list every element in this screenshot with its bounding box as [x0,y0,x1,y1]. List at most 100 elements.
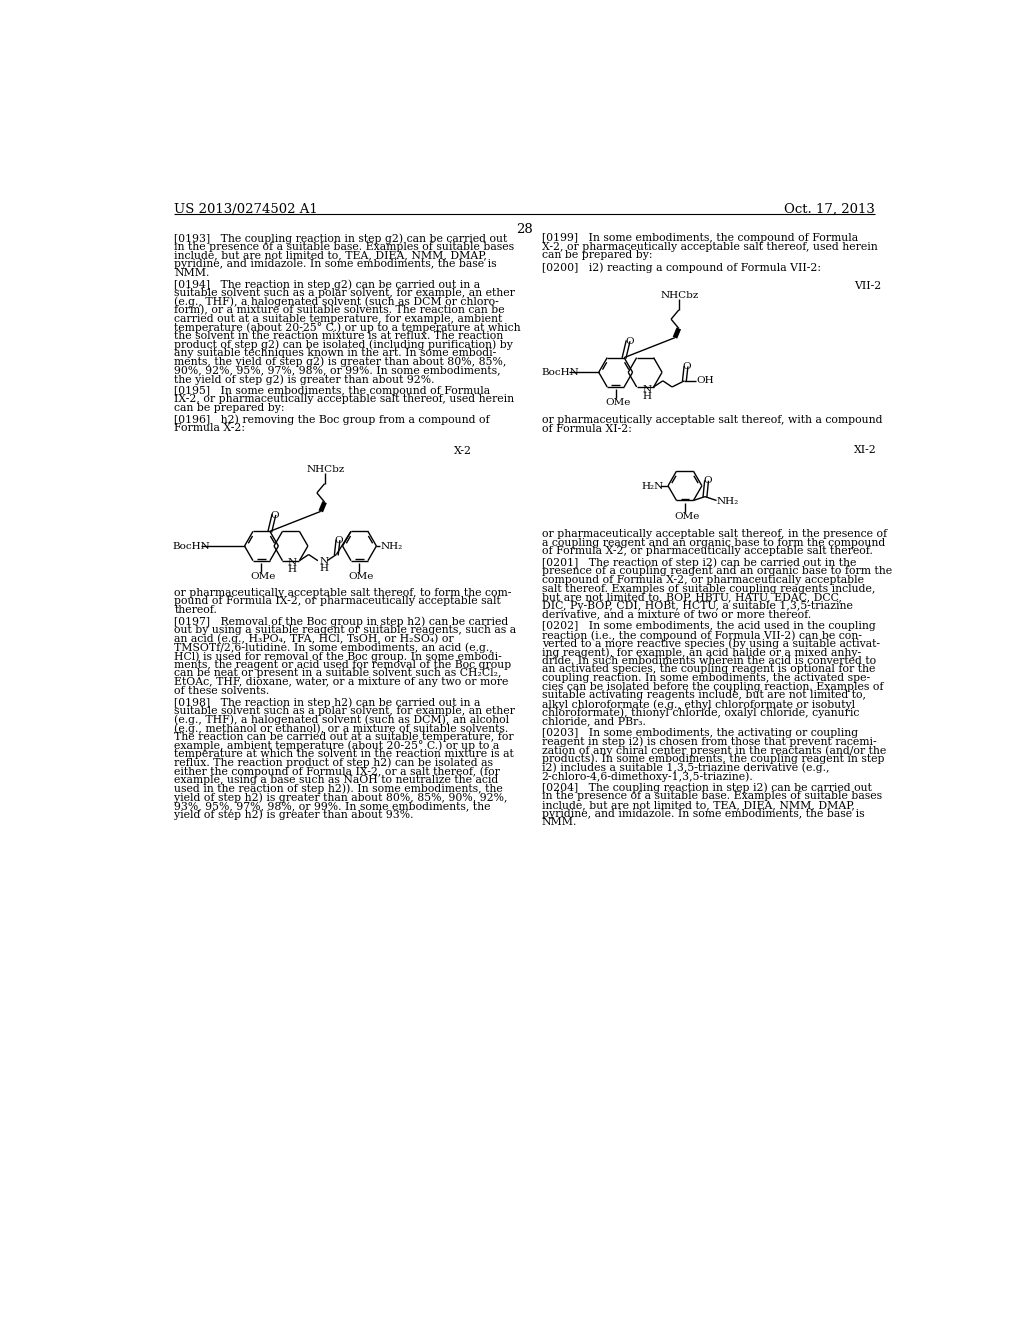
Text: derivative, and a mixture of two or more thereof.: derivative, and a mixture of two or more… [542,610,811,619]
Text: [0204]   The coupling reaction in step i2) can be carried out: [0204] The coupling reaction in step i2)… [542,783,871,793]
Text: form), or a mixture of suitable solvents. The reaction can be: form), or a mixture of suitable solvents… [174,305,505,315]
Text: an activated species, the coupling reagent is optional for the: an activated species, the coupling reage… [542,664,876,675]
Text: OMe: OMe [605,399,630,408]
Text: verted to a more reactive species (by using a suitable activat-: verted to a more reactive species (by us… [542,639,880,649]
Text: [0196]   h2) removing the Boc group from a compound of: [0196] h2) removing the Boc group from a… [174,414,490,425]
Text: used in the reaction of step h2)). In some embodiments, the: used in the reaction of step h2)). In so… [174,784,503,795]
Text: H: H [642,392,651,400]
Text: salt thereof. Examples of suitable coupling reagents include,: salt thereof. Examples of suitable coupl… [542,583,876,594]
Text: X-2, or pharmaceutically acceptable salt thereof, used herein: X-2, or pharmaceutically acceptable salt… [542,242,878,252]
Text: OMe: OMe [674,512,699,521]
Text: of Formula XI-2:: of Formula XI-2: [542,424,632,434]
Text: in the presence of a suitable base. Examples of suitable bases: in the presence of a suitable base. Exam… [174,242,515,252]
Text: or pharmaceutically acceptable salt thereof, to form the com-: or pharmaceutically acceptable salt ther… [174,587,512,598]
Text: [0199]   In some embodiments, the compound of Formula: [0199] In some embodiments, the compound… [542,234,858,243]
Text: pyridine, and imidazole. In some embodiments, the base is: pyridine, and imidazole. In some embodim… [542,809,864,818]
Text: reagent in step i2) is chosen from those that prevent racemi-: reagent in step i2) is chosen from those… [542,737,877,747]
Text: ments, the yield of step g2) is greater than about 80%, 85%,: ments, the yield of step g2) is greater … [174,356,507,367]
Text: suitable solvent such as a polar solvent, for example, an ether: suitable solvent such as a polar solvent… [174,706,515,715]
Text: BocHN: BocHN [542,368,580,378]
Text: example, using a base such as NaOH to neutralize the acid: example, using a base such as NaOH to ne… [174,775,499,785]
Text: Oct. 17, 2013: Oct. 17, 2013 [784,203,876,216]
Text: compound of Formula X-2, or pharmaceutically acceptable: compound of Formula X-2, or pharmaceutic… [542,576,863,585]
Text: [0195]   In some embodiments, the compound of Formula: [0195] In some embodiments, the compound… [174,385,490,396]
Text: O: O [703,475,712,484]
Text: can be prepared by:: can be prepared by: [174,403,285,413]
Text: example, ambient temperature (about 20-25° C.) or up to a: example, ambient temperature (about 20-2… [174,741,500,751]
Text: [0202]   In some embodiments, the acid used in the coupling: [0202] In some embodiments, the acid use… [542,622,876,631]
Text: Formula X-2:: Formula X-2: [174,424,246,433]
Text: NH₂: NH₂ [717,496,738,506]
Text: the yield of step g2) is greater than about 92%.: the yield of step g2) is greater than ab… [174,374,435,384]
Text: IX-2, or pharmaceutically acceptable salt thereof, used herein: IX-2, or pharmaceutically acceptable sal… [174,395,515,404]
Text: [0201]   The reaction of step i2) can be carried out in the: [0201] The reaction of step i2) can be c… [542,558,856,569]
Text: temperature (about 20-25° C.) or up to a temperature at which: temperature (about 20-25° C.) or up to a… [174,322,521,333]
Text: yield of step h2) is greater than about 80%, 85%, 90%, 92%,: yield of step h2) is greater than about … [174,792,508,803]
Text: suitable activating reagents include, but are not limited to,: suitable activating reagents include, bu… [542,690,865,701]
Text: reaction (i.e., the compound of Formula VII-2) can be con-: reaction (i.e., the compound of Formula … [542,630,861,640]
Text: 90%, 92%, 95%, 97%, 98%, or 99%. In some embodiments,: 90%, 92%, 95%, 97%, 98%, or 99%. In some… [174,366,501,375]
Text: yield of step h2) is greater than about 93%.: yield of step h2) is greater than about … [174,809,414,820]
Text: OH: OH [696,376,714,385]
Text: TMSOTf/2,6-lutidine. In some embodiments, an acid (e.g.,: TMSOTf/2,6-lutidine. In some embodiments… [174,643,494,653]
Text: [0198]   The reaction in step h2) can be carried out in a: [0198] The reaction in step h2) can be c… [174,697,481,708]
Text: i2) includes a suitable 1,3,5-triazine derivative (e.g.,: i2) includes a suitable 1,3,5-triazine d… [542,763,829,774]
Text: the solvent in the reaction mixture is at reflux. The reaction: the solvent in the reaction mixture is a… [174,331,504,341]
Text: N: N [288,558,297,568]
Text: include, but are not limited to, TEA, DIEA, NMM, DMAP,: include, but are not limited to, TEA, DI… [542,800,855,810]
Text: NHCbz: NHCbz [306,465,344,474]
Text: zation of any chiral center present in the reactants (and/or the: zation of any chiral center present in t… [542,746,886,756]
Text: 28: 28 [516,223,534,236]
Text: thereof.: thereof. [174,605,217,615]
Text: O: O [270,511,280,520]
Text: [0200]   i2) reacting a compound of Formula VII-2:: [0200] i2) reacting a compound of Formul… [542,263,821,273]
Text: product of step g2) can be isolated (including purification) by: product of step g2) can be isolated (inc… [174,339,513,350]
Text: [0197]   Removal of the Boc group in step h2) can be carried: [0197] Removal of the Boc group in step … [174,616,509,627]
Text: reflux. The reaction product of step h2) can be isolated as: reflux. The reaction product of step h2)… [174,758,494,768]
Text: (e.g., methanol or ethanol), or a mixture of suitable solvents.: (e.g., methanol or ethanol), or a mixtur… [174,723,509,734]
Text: H: H [319,564,329,573]
Text: N: N [642,384,651,393]
Text: products). In some embodiments, the coupling reagent in step: products). In some embodiments, the coup… [542,754,885,764]
Text: NHCbz: NHCbz [660,292,698,301]
Text: cies can be isolated before the coupling reaction. Examples of: cies can be isolated before the coupling… [542,681,884,692]
Text: [0193]   The coupling reaction in step g2) can be carried out: [0193] The coupling reaction in step g2)… [174,234,508,244]
Text: O: O [625,337,634,346]
Text: ing reagent), for example, an acid halide or a mixed anhy-: ing reagent), for example, an acid halid… [542,647,861,657]
Text: temperature at which the solvent in the reaction mixture is at: temperature at which the solvent in the … [174,748,514,759]
Text: OMe: OMe [349,572,374,581]
Text: O: O [335,536,343,545]
Text: can be prepared by:: can be prepared by: [542,251,652,260]
Text: coupling reaction. In some embodiments, the activated spe-: coupling reaction. In some embodiments, … [542,673,869,682]
Text: (e.g., THF), a halogenated solvent (such as DCM), an alcohol: (e.g., THF), a halogenated solvent (such… [174,714,510,725]
Text: or pharmaceutically acceptable salt thereof, with a compound: or pharmaceutically acceptable salt ther… [542,416,883,425]
Text: H: H [288,565,297,574]
Text: of Formula X-2, or pharmaceutically acceptable salt thereof.: of Formula X-2, or pharmaceutically acce… [542,546,872,556]
Text: DIC, Py-BOP, CDI, HOBt, HCTU, a suitable 1,3,5-triazine: DIC, Py-BOP, CDI, HOBt, HCTU, a suitable… [542,601,853,611]
Text: NMM.: NMM. [174,268,210,277]
Text: of these solvents.: of these solvents. [174,685,269,696]
Text: H₂N: H₂N [641,482,664,491]
Text: O: O [683,362,691,371]
Text: (e.g., THF), a halogenated solvent (such as DCM or chloro-: (e.g., THF), a halogenated solvent (such… [174,297,500,308]
Text: XI-2: XI-2 [854,445,878,455]
Text: pyridine, and imidazole. In some embodiments, the base is: pyridine, and imidazole. In some embodim… [174,259,497,269]
Text: HCl) is used for removal of the Boc group. In some embodi-: HCl) is used for removal of the Boc grou… [174,651,502,661]
Text: BocHN: BocHN [173,543,211,552]
Text: EtOAc, THF, dioxane, water, or a mixture of any two or more: EtOAc, THF, dioxane, water, or a mixture… [174,677,509,686]
Text: chloride, and PBr₃.: chloride, and PBr₃. [542,717,645,726]
Text: NH₂: NH₂ [380,543,402,552]
Text: either the compound of Formula IX-2, or a salt thereof, (for: either the compound of Formula IX-2, or … [174,766,501,776]
Text: any suitable techniques known in the art. In some embodi-: any suitable techniques known in the art… [174,348,497,358]
Text: suitable solvent such as a polar solvent, for example, an ether: suitable solvent such as a polar solvent… [174,288,515,298]
Text: X-2: X-2 [454,446,472,455]
Text: or pharmaceutically acceptable salt thereof, in the presence of: or pharmaceutically acceptable salt ther… [542,529,887,539]
Text: US 2013/0274502 A1: US 2013/0274502 A1 [174,203,318,216]
Text: pound of Formula IX-2, or pharmaceutically acceptable salt: pound of Formula IX-2, or pharmaceutical… [174,597,501,606]
Text: N: N [319,557,329,566]
Text: ments, the reagent or acid used for removal of the Boc group: ments, the reagent or acid used for remo… [174,660,512,669]
Text: but are not limited to, BOP, HBTU, HATU, EDAC, DCC,: but are not limited to, BOP, HBTU, HATU,… [542,593,842,602]
Text: alkyl chloroformate (e.g., ethyl chloroformate or isobutyl: alkyl chloroformate (e.g., ethyl chlorof… [542,700,855,710]
Text: in the presence of a suitable base. Examples of suitable bases: in the presence of a suitable base. Exam… [542,792,882,801]
Text: The reaction can be carried out at a suitable temperature, for: The reaction can be carried out at a sui… [174,731,514,742]
